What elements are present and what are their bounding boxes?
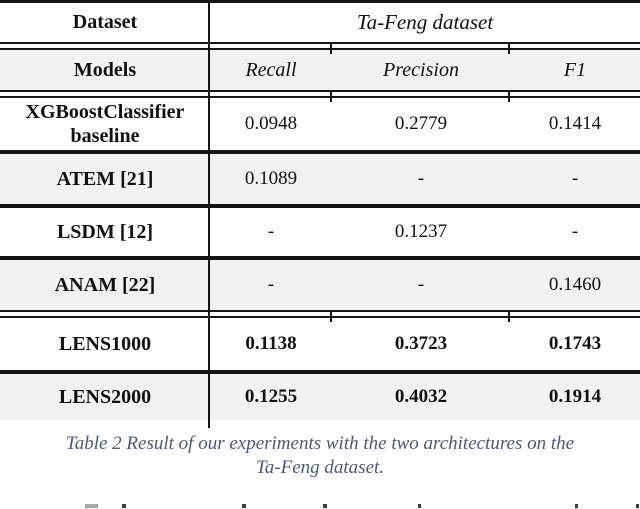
metric-header-recall: Recall [245,58,297,81]
column-tick [330,90,332,102]
model-name-cell: LENS1000 [58,332,152,355]
table-row-lens2000: LENS2000 0.1255 0.4032 0.1914 [0,374,640,420]
model-name-cell: ANAM [22] [54,273,156,296]
model-name-cell: LSDM [12] [56,220,154,243]
dataset-group-cell: Ta-Feng dataset [356,10,494,34]
precision-value: - [417,274,425,295]
table-row-atem: ATEM [21] 0.1089 - - [0,154,640,204]
clipped-text-fragment [418,504,421,508]
table-row-xgboost: XGBoostClassifier baseline 0.0948 0.2779… [0,98,640,150]
metric-header-f1: F1 [563,58,587,81]
precision-value: - [417,168,425,189]
table-caption-line2: Ta-Feng dataset. [255,457,385,478]
recall-value: 0.1138 [245,333,297,354]
double-rule [0,42,640,54]
clipped-text-fragment [122,504,126,508]
column-tick [508,90,510,102]
precision-value: 0.4032 [394,386,448,407]
model-name-line2: baseline [70,125,140,147]
clipped-text-fragment [242,504,246,508]
double-rule [0,90,640,102]
table-caption-line1: Table 2 Result of our experiments with t… [65,433,575,454]
recall-value: 0.0948 [244,113,298,134]
f1-value: 0.1914 [548,386,602,407]
model-name-cell: LENS2000 [58,385,152,408]
thick-rule [0,150,640,154]
models-header-cell: Models [73,58,137,81]
f1-value: - [571,221,579,242]
results-table: Dataset Ta-Feng dataset Models Recall Pr… [0,0,640,428]
precision-value: 0.2779 [394,113,448,134]
recall-value: - [267,221,275,242]
recall-value: 0.1255 [244,386,298,407]
precision-value: 0.3723 [394,333,448,354]
table-row-lsdm: LSDM [12] - 0.1237 - [0,208,640,256]
clipped-text-fragment [575,504,578,508]
column-tick [330,310,332,322]
recall-value: 0.1089 [244,168,298,189]
model-name-line1: XGBoostClassifier [25,101,185,123]
table-caption: Table 2 Result of our experiments with t… [0,432,640,480]
column-tick [508,310,510,322]
f1-value: - [571,168,579,189]
model-name-cell: ATEM [21] [56,167,154,190]
table-column-divider [208,0,210,428]
table-row-models: Models Recall Precision F1 [0,50,640,90]
table-row-header: Dataset Ta-Feng dataset [0,3,640,42]
model-name-cell: XGBoostClassifier baseline [0,98,210,150]
dataset-header-cell: Dataset [72,11,138,33]
thick-rule [0,204,640,208]
clipped-text-fragment [323,504,327,508]
clipped-text-fragment [636,504,639,508]
table-row-anam: ANAM [22] - - 0.1460 [0,260,640,310]
f1-value: 0.1460 [548,274,602,295]
f1-value: 0.1743 [548,333,602,354]
table-row-lens1000: LENS1000 0.1138 0.3723 0.1743 [0,318,640,370]
double-rule [0,310,640,322]
recall-value: - [267,274,275,295]
f1-value: 0.1414 [548,113,602,134]
precision-value: 0.1237 [394,221,448,242]
thick-rule [0,256,640,260]
column-tick [508,42,510,54]
clipped-text-fragment [85,504,98,508]
thick-rule [0,370,640,374]
column-tick [330,42,332,54]
clipped-next-paragraph [0,502,640,509]
metric-header-precision: Precision [383,58,459,81]
